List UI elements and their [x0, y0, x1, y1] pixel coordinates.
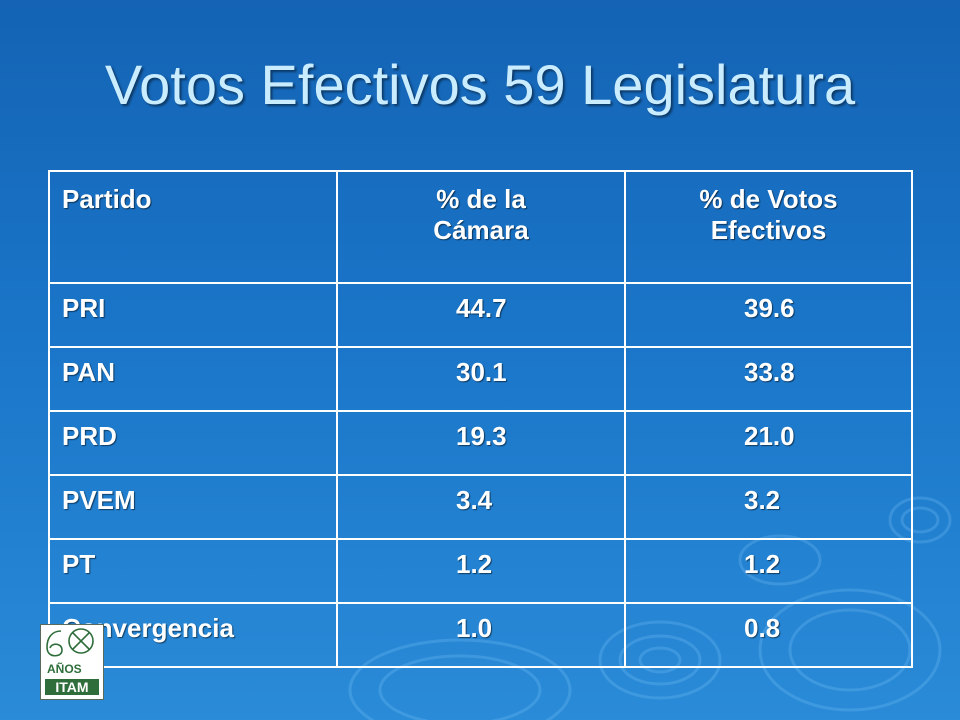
header-partido: Partido	[48, 170, 338, 284]
table-row: Convergencia 1.0 0.8	[48, 602, 913, 668]
cell-votos: 33.8	[624, 346, 913, 412]
cell-partido: PT	[48, 538, 338, 604]
votes-table: Partido % de la Cámara % de Votos Efecti…	[48, 170, 913, 668]
cell-votos: 39.6	[624, 282, 913, 348]
table-header-row: Partido % de la Cámara % de Votos Efecti…	[48, 170, 913, 284]
cell-votos: 21.0	[624, 410, 913, 476]
header-camara: % de la Cámara	[336, 170, 626, 284]
header-camara-line2: Cámara	[433, 215, 529, 245]
cell-votos: 3.2	[624, 474, 913, 540]
header-votos: % de Votos Efectivos	[624, 170, 913, 284]
header-camara-line1: % de la	[436, 184, 526, 214]
table-row: PAN 30.1 33.8	[48, 346, 913, 412]
cell-camara: 44.7	[336, 282, 626, 348]
cell-partido: PRI	[48, 282, 338, 348]
cell-partido: PVEM	[48, 474, 338, 540]
table-row: PVEM 3.4 3.2	[48, 474, 913, 540]
table-row: PRI 44.7 39.6	[48, 282, 913, 348]
cell-partido: PAN	[48, 346, 338, 412]
itam-logo-icon: AÑOS ITAM	[45, 628, 99, 695]
header-votos-line2: Efectivos	[710, 215, 827, 245]
cell-votos: 1.2	[624, 538, 913, 604]
table-row: PRD 19.3 21.0	[48, 410, 913, 476]
cell-camara: 1.0	[336, 602, 626, 668]
cell-partido: PRD	[48, 410, 338, 476]
cell-camara: 3.4	[336, 474, 626, 540]
logo-name-text: ITAM	[55, 679, 88, 695]
cell-votos: 0.8	[624, 602, 913, 668]
logo-years-text: AÑOS	[47, 661, 82, 676]
cell-camara: 30.1	[336, 346, 626, 412]
slide-title: Votos Efectivos 59 Legislatura	[104, 53, 856, 116]
itam-60-anos-logo: AÑOS ITAM	[40, 624, 104, 700]
table-row: PT 1.2 1.2	[48, 538, 913, 604]
cell-camara: 19.3	[336, 410, 626, 476]
header-votos-line1: % de Votos	[699, 184, 838, 214]
cell-camara: 1.2	[336, 538, 626, 604]
